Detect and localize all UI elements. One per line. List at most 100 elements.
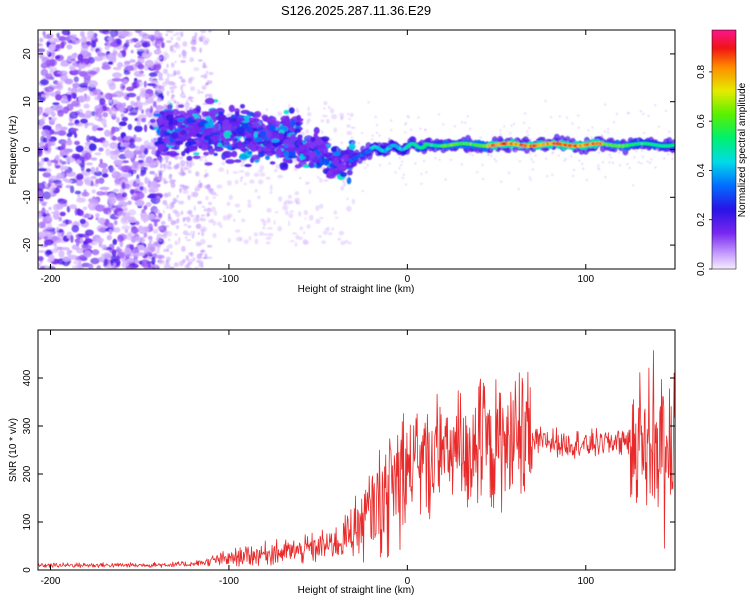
heatmap-cell-1650	[254, 238, 259, 245]
colorbar-step	[712, 197, 736, 200]
heatmap-cell-3692	[419, 127, 422, 131]
heatmap-cell-3577	[437, 113, 441, 116]
heatmap-cell-3532	[604, 103, 607, 106]
heatmap-cell-712	[48, 116, 52, 120]
heatmap-cell-898	[107, 196, 117, 205]
heatmap-cell-2469	[225, 159, 235, 164]
heatmap-cell-2002	[192, 155, 201, 160]
colorbar-step	[712, 143, 736, 147]
heatmap-cell-3698	[389, 119, 393, 122]
heatmap-cell-3534	[466, 115, 469, 118]
spectrogram-frame	[37, 29, 676, 270]
heatmap-cell-3616	[519, 145, 522, 148]
heatmap-cell-1493	[162, 232, 168, 239]
heatmap-cell-933	[44, 239, 54, 246]
heatmap-cell-1473	[162, 51, 168, 56]
heatmap-cell-1002	[38, 43, 44, 47]
heatmap-cell-1277	[203, 40, 209, 46]
heatmap-cell-2302	[247, 150, 253, 155]
heatmap-cell-634	[62, 165, 69, 170]
heatmap-cell-3547	[643, 131, 646, 135]
heatmap-cell-975	[85, 213, 90, 219]
colorbar-step	[712, 31, 736, 35]
heatmap-cell-1632	[212, 220, 217, 226]
heatmap-cell-356	[130, 49, 134, 54]
heatmap-cell-1756	[343, 182, 347, 187]
heatmap-cell-1098	[67, 87, 71, 92]
colorbar-tick-label: 0.6	[696, 114, 707, 128]
top-y-ticks: -20 -10 0 10 20	[22, 48, 675, 252]
heatmap-cell-593	[50, 51, 56, 57]
heatmap-cell-1244	[173, 262, 179, 267]
heatmap-cell-1137	[175, 225, 180, 230]
heatmap-cell-688	[65, 219, 69, 225]
heatmap-cell-2442	[294, 164, 302, 169]
colorbar-step	[712, 201, 736, 204]
heatmap-cell-867	[108, 249, 118, 254]
heatmap-cell-1625	[304, 217, 307, 220]
heatmap-cell-1028	[136, 95, 141, 102]
heatmap-cell-1640	[295, 234, 300, 240]
heatmap-cell-3641	[494, 149, 497, 152]
heatmap-cell-3659	[374, 115, 377, 119]
heatmap-cell-3697	[621, 147, 624, 150]
heatmap-cell-3539	[529, 178, 532, 181]
heatmap-cell-2716	[299, 153, 304, 161]
heatmap-cell-3702	[570, 155, 573, 158]
colorbar-step	[712, 85, 736, 89]
colorbar-step	[712, 77, 736, 81]
heatmap-cell-1040	[117, 210, 127, 217]
heatmap-cell-1536	[337, 237, 342, 241]
heatmap-cell-3734	[486, 153, 490, 157]
heatmap-cell-858	[38, 182, 46, 191]
snr-panel: -200 -100 0 100 0 100 200 300 400 Height of str…	[8, 329, 676, 596]
heatmap-cell-1364	[189, 252, 194, 257]
heatmap-cell-825	[141, 109, 144, 114]
heatmap-cell-1070	[76, 209, 84, 216]
colorbar-step	[712, 237, 736, 240]
bottom-y-tick-label: 400	[22, 369, 33, 386]
heatmap-cell-1375	[198, 59, 203, 62]
heatmap-cell-725	[70, 185, 75, 194]
heatmap-cell-1426	[199, 157, 203, 162]
heatmap-cell-3662	[634, 149, 638, 153]
heatmap-cell-878	[78, 95, 86, 103]
heatmap-cell-185	[93, 171, 103, 177]
heatmap-cell-2710	[170, 152, 180, 156]
heatmap-cell-2589	[160, 126, 168, 131]
heatmap-cell-949	[121, 192, 128, 198]
heatmap-cell-947	[90, 180, 94, 187]
heatmap-cell-3626	[360, 131, 364, 135]
heatmap-cell-1312	[182, 217, 186, 223]
heatmap-cell-3643	[375, 131, 379, 135]
heatmap-cell-2699	[169, 123, 174, 132]
heatmap-cell-3681	[375, 123, 379, 127]
heatmap-cell-613	[67, 122, 75, 126]
heatmap-cell-147	[118, 125, 123, 130]
colorbar-step	[712, 257, 736, 260]
heatmap-cell-2590	[167, 142, 176, 146]
heatmap-cell-693	[140, 166, 147, 174]
heatmap-cell-1551	[266, 217, 271, 224]
heatmap-cell-998	[43, 147, 49, 151]
heatmap-cell-1091	[48, 175, 58, 181]
heatmap-cell-3555	[597, 151, 600, 154]
heatmap-cell-377	[124, 228, 129, 234]
heatmap-cell-1687	[284, 210, 289, 216]
heatmap-cell-1713	[346, 124, 351, 128]
heatmap-cell-962	[103, 252, 111, 259]
heatmap-cell-1584	[289, 240, 295, 243]
heatmap-cell-1412	[157, 169, 164, 174]
heatmap-cell-2377	[308, 161, 315, 169]
heatmap-cell-1197	[170, 62, 175, 68]
heatmap-cell-3618	[572, 174, 575, 178]
heatmap-cell-3731	[606, 145, 609, 148]
heatmap-cell-1747	[292, 232, 298, 235]
colorbar-step	[712, 133, 736, 137]
heatmap-cell-2714	[326, 170, 332, 176]
heatmap-cell-3625	[604, 176, 607, 179]
heatmap-cell-3733	[424, 128, 427, 132]
colorbar-step	[712, 43, 736, 47]
heatmap-cell-3593	[571, 122, 574, 125]
heatmap-cell-3622	[390, 128, 393, 132]
